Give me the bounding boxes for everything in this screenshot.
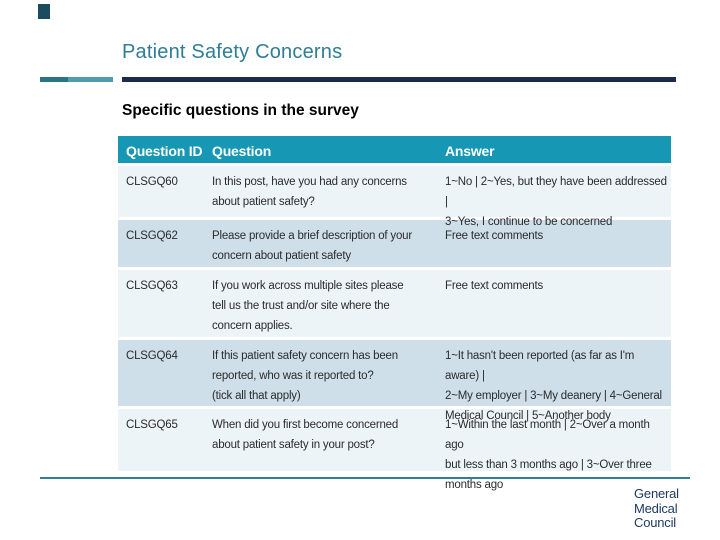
- table-row: CLSGQ60 In this post, have you had any c…: [118, 166, 671, 228]
- slide-subtitle: Specific questions in the survey: [122, 102, 359, 119]
- top-accent-bar: [38, 4, 50, 19]
- cell-question: In this post, have you had any concerns …: [212, 176, 407, 208]
- cell-answer: 1~No | 2~Yes, but they have been address…: [445, 176, 667, 228]
- table-row: CLSGQ64 If this patient safety concern h…: [118, 340, 671, 422]
- logo-line: General: [634, 486, 679, 501]
- title-rule-teal-dark: [40, 77, 68, 82]
- cell-question-id: CLSGQ63: [126, 280, 178, 292]
- cell-question-id: CLSGQ65: [126, 419, 178, 431]
- table-row: CLSGQ62 Please provide a brief descripti…: [118, 220, 671, 267]
- cell-question: If this patient safety concern has been …: [212, 350, 398, 402]
- footer-rule: [40, 477, 690, 479]
- cell-question-id: CLSGQ60: [126, 176, 178, 188]
- gmc-logo: General Medical Council: [634, 486, 679, 531]
- table-row: CLSGQ63 If you work across multiple site…: [118, 270, 671, 337]
- cell-answer: Free text comments: [445, 230, 544, 242]
- column-header-answer: Answer: [445, 143, 495, 159]
- cell-question-id: CLSGQ62: [126, 230, 178, 242]
- column-header-question-id: Question ID: [126, 143, 203, 159]
- cell-answer: 1~Within the last month | 2~Over a month…: [445, 419, 652, 491]
- title-rule-teal-light: [68, 77, 113, 82]
- table-row: CLSGQ65 When did you first become concer…: [118, 409, 671, 491]
- survey-question-table: Question ID Question Answer CLSGQ60 In t…: [118, 136, 671, 491]
- cell-answer: Free text comments: [445, 280, 544, 292]
- cell-question: If you work across multiple sites please…: [212, 280, 404, 332]
- cell-question: When did you first become concerned abou…: [212, 419, 399, 451]
- logo-line: Medical: [634, 500, 678, 516]
- cell-question-id: CLSGQ64: [126, 350, 178, 362]
- table-header-row: Question ID Question Answer: [118, 136, 671, 163]
- column-header-question: Question: [212, 143, 272, 159]
- page-title: Patient Safety Concerns: [122, 41, 343, 63]
- cell-answer: 1~It hasn't been reported (as far as I'm…: [445, 350, 662, 422]
- cell-question: Please provide a brief description of yo…: [212, 230, 412, 262]
- title-rule-navy: [122, 77, 676, 82]
- logo-line: Council: [634, 515, 676, 530]
